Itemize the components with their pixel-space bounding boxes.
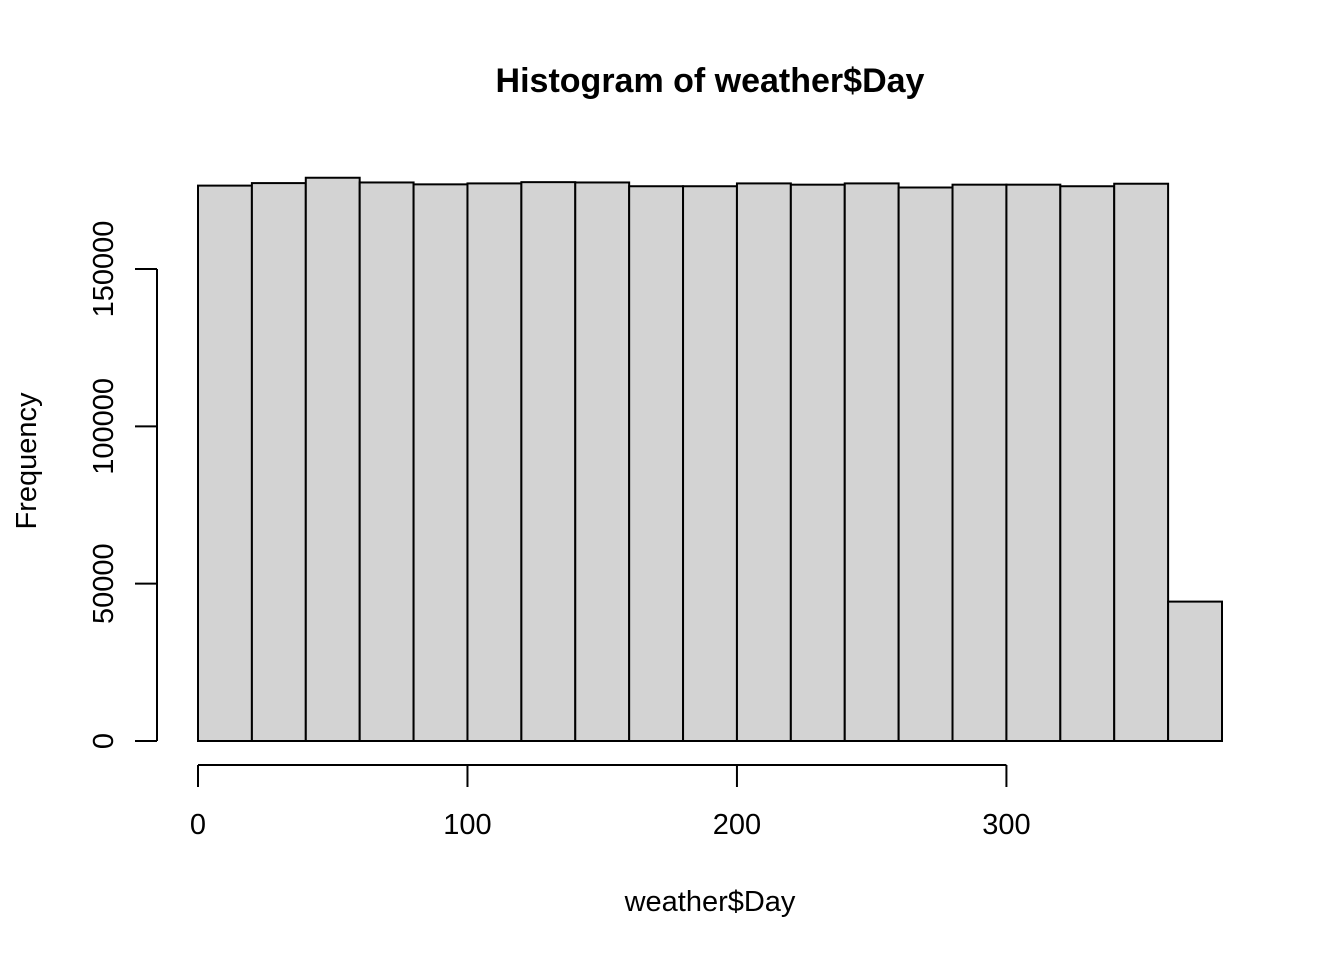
histogram-bars xyxy=(197,176,1223,743)
histogram-bar xyxy=(520,181,577,743)
histogram-bar xyxy=(951,183,1008,743)
histogram-bar xyxy=(304,176,361,743)
histogram-bar xyxy=(1167,600,1223,742)
y-axis-label: Frequency xyxy=(11,392,43,530)
histogram-bar xyxy=(466,182,523,743)
x-tick-label: 300 xyxy=(982,809,1030,841)
histogram-bar xyxy=(197,184,253,742)
histogram-bar xyxy=(250,182,307,742)
x-tick-label: 200 xyxy=(713,809,761,841)
y-axis: 0 50000 100000 150000 xyxy=(88,221,158,749)
x-axis-label: weather$Day xyxy=(624,886,796,918)
histogram-bar xyxy=(789,183,846,743)
histogram-bar xyxy=(412,183,469,742)
x-tick-label: 0 xyxy=(190,809,206,841)
histogram-bar xyxy=(843,182,900,743)
y-tick-label: 150000 xyxy=(88,221,120,318)
histogram-bar xyxy=(735,182,792,743)
y-tick-label: 0 xyxy=(88,733,120,749)
histogram-bar xyxy=(682,185,738,742)
histogram-bar xyxy=(1113,182,1170,742)
x-axis: 0 100 200 300 xyxy=(190,764,1031,841)
x-tick-label: 100 xyxy=(443,809,491,841)
histogram-bar xyxy=(358,181,415,742)
histogram-bar xyxy=(1005,183,1062,743)
histogram-bar xyxy=(897,186,954,742)
y-tick-label: 50000 xyxy=(88,543,120,624)
histogram-bar xyxy=(628,185,685,742)
chart-title: Histogram of weather$Day xyxy=(496,62,925,100)
y-tick-label: 100000 xyxy=(88,378,120,475)
histogram-bar xyxy=(574,181,631,742)
histogram-bar xyxy=(1059,185,1116,742)
